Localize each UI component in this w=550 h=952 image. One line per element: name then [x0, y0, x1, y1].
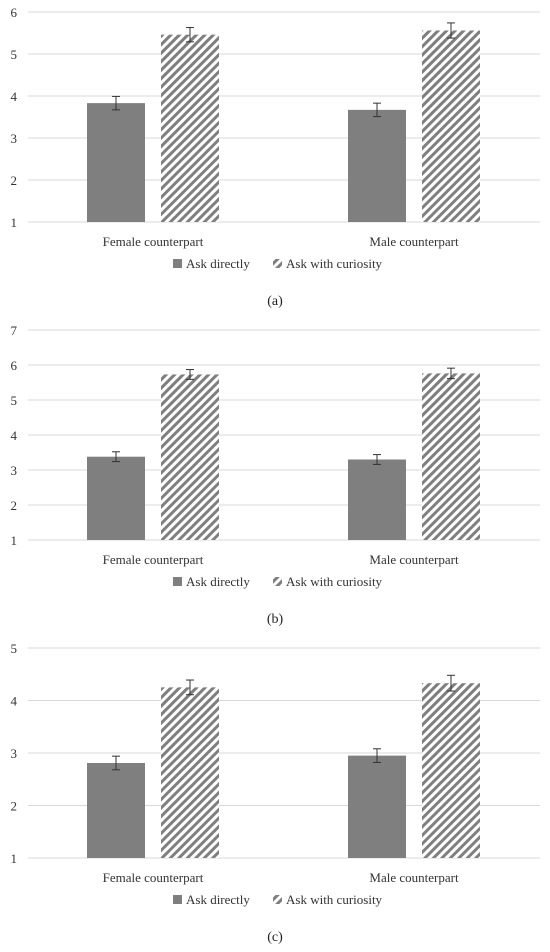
legend-swatch-ask-directly — [173, 577, 182, 586]
y-tick-label: 5 — [11, 393, 18, 408]
legend-swatch-ask-directly — [173, 895, 182, 904]
error-bar — [112, 95, 120, 111]
y-tick-label: 5 — [11, 47, 18, 62]
legend-label-ask-directly: Ask directly — [186, 256, 250, 271]
y-tick-label: 1 — [11, 215, 18, 230]
category-label: Female counterpart — [103, 870, 204, 885]
error-bar — [447, 674, 455, 692]
category-label: Male counterpart — [369, 552, 459, 567]
error-bar — [112, 755, 120, 771]
category-label: Male counterpart — [369, 234, 459, 249]
bar-ask-directly — [87, 762, 145, 858]
error-bar — [373, 454, 381, 465]
y-tick-label: 4 — [11, 428, 18, 443]
y-tick-label: 7 — [11, 323, 18, 338]
legend-label-ask-with-curiosity: Ask with curiosity — [286, 256, 383, 271]
legend-swatch-ask-directly — [173, 259, 182, 268]
error-bar — [186, 679, 194, 696]
chart-panel-a: 1 2 3 4 5 6 Female counterpart Male counterpart… — [0, 0, 550, 316]
y-tick-label: 3 — [11, 463, 18, 478]
legend-label-ask-directly: Ask directly — [186, 574, 250, 589]
bar-chart-a: 1 2 3 4 5 6 Female counterpart Male counterpart… — [11, 5, 540, 271]
legend: Ask directly Ask with curiosity — [173, 574, 383, 589]
legend-swatch-ask-with-curiosity — [273, 259, 282, 268]
category-label: Male counterpart — [369, 870, 459, 885]
bar-ask-directly — [87, 103, 145, 222]
legend: Ask directly Ask with curiosity — [173, 256, 383, 271]
error-bar — [186, 27, 194, 43]
y-tick-label: 2 — [11, 173, 18, 188]
error-bar — [112, 451, 120, 463]
y-tick-label: 3 — [11, 131, 18, 146]
bar-ask-with-curiosity — [422, 30, 480, 223]
bar-ask-with-curiosity — [422, 373, 480, 540]
chart-panel-b: 1 2 3 4 5 6 7 Female counterpart Male counterpar… — [0, 318, 550, 634]
y-tick-label: 6 — [11, 5, 18, 20]
y-tick-label: 5 — [11, 641, 18, 656]
y-tick-label: 4 — [11, 89, 18, 104]
error-bar — [447, 367, 455, 380]
y-tick-label: 3 — [11, 746, 18, 761]
bar-ask-directly — [87, 456, 145, 540]
y-tick-label: 1 — [11, 851, 18, 866]
chart-panel-c: 1 2 3 4 5 Female counterpart Male counterpart A… — [0, 636, 550, 952]
legend-swatch-ask-with-curiosity — [273, 895, 282, 904]
y-tick-label: 1 — [11, 533, 18, 548]
bar-ask-with-curiosity — [161, 34, 219, 223]
y-tick-label: 6 — [11, 358, 18, 373]
bar-ask-directly — [348, 755, 406, 858]
bar-chart-b: 1 2 3 4 5 6 7 Female counterpart Male counterpar… — [11, 323, 540, 589]
legend-label-ask-directly: Ask directly — [186, 892, 250, 907]
bar-ask-directly — [348, 459, 406, 540]
error-bar — [373, 102, 381, 118]
error-bar — [447, 22, 455, 39]
error-bar — [373, 748, 381, 763]
y-tick-label: 2 — [11, 799, 18, 814]
bar-ask-directly — [348, 109, 406, 222]
panel-caption-c: (c) — [267, 930, 283, 945]
legend-swatch-ask-with-curiosity — [273, 577, 282, 586]
legend-label-ask-with-curiosity: Ask with curiosity — [286, 892, 383, 907]
category-label: Female counterpart — [103, 234, 204, 249]
legend-label-ask-with-curiosity: Ask with curiosity — [286, 574, 383, 589]
category-label: Female counterpart — [103, 552, 204, 567]
bar-ask-with-curiosity — [161, 374, 219, 540]
panel-caption-b: (b) — [266, 612, 284, 627]
bar-chart-c: 1 2 3 4 5 Female counterpart Male counterpart A… — [11, 641, 540, 907]
legend: Ask directly Ask with curiosity — [173, 892, 383, 907]
bar-ask-with-curiosity — [161, 687, 219, 858]
y-tick-label: 2 — [11, 498, 18, 513]
y-tick-label: 4 — [11, 694, 18, 709]
error-bar — [186, 369, 194, 380]
panel-caption-a: (a) — [267, 294, 283, 309]
bar-ask-with-curiosity — [422, 683, 480, 858]
